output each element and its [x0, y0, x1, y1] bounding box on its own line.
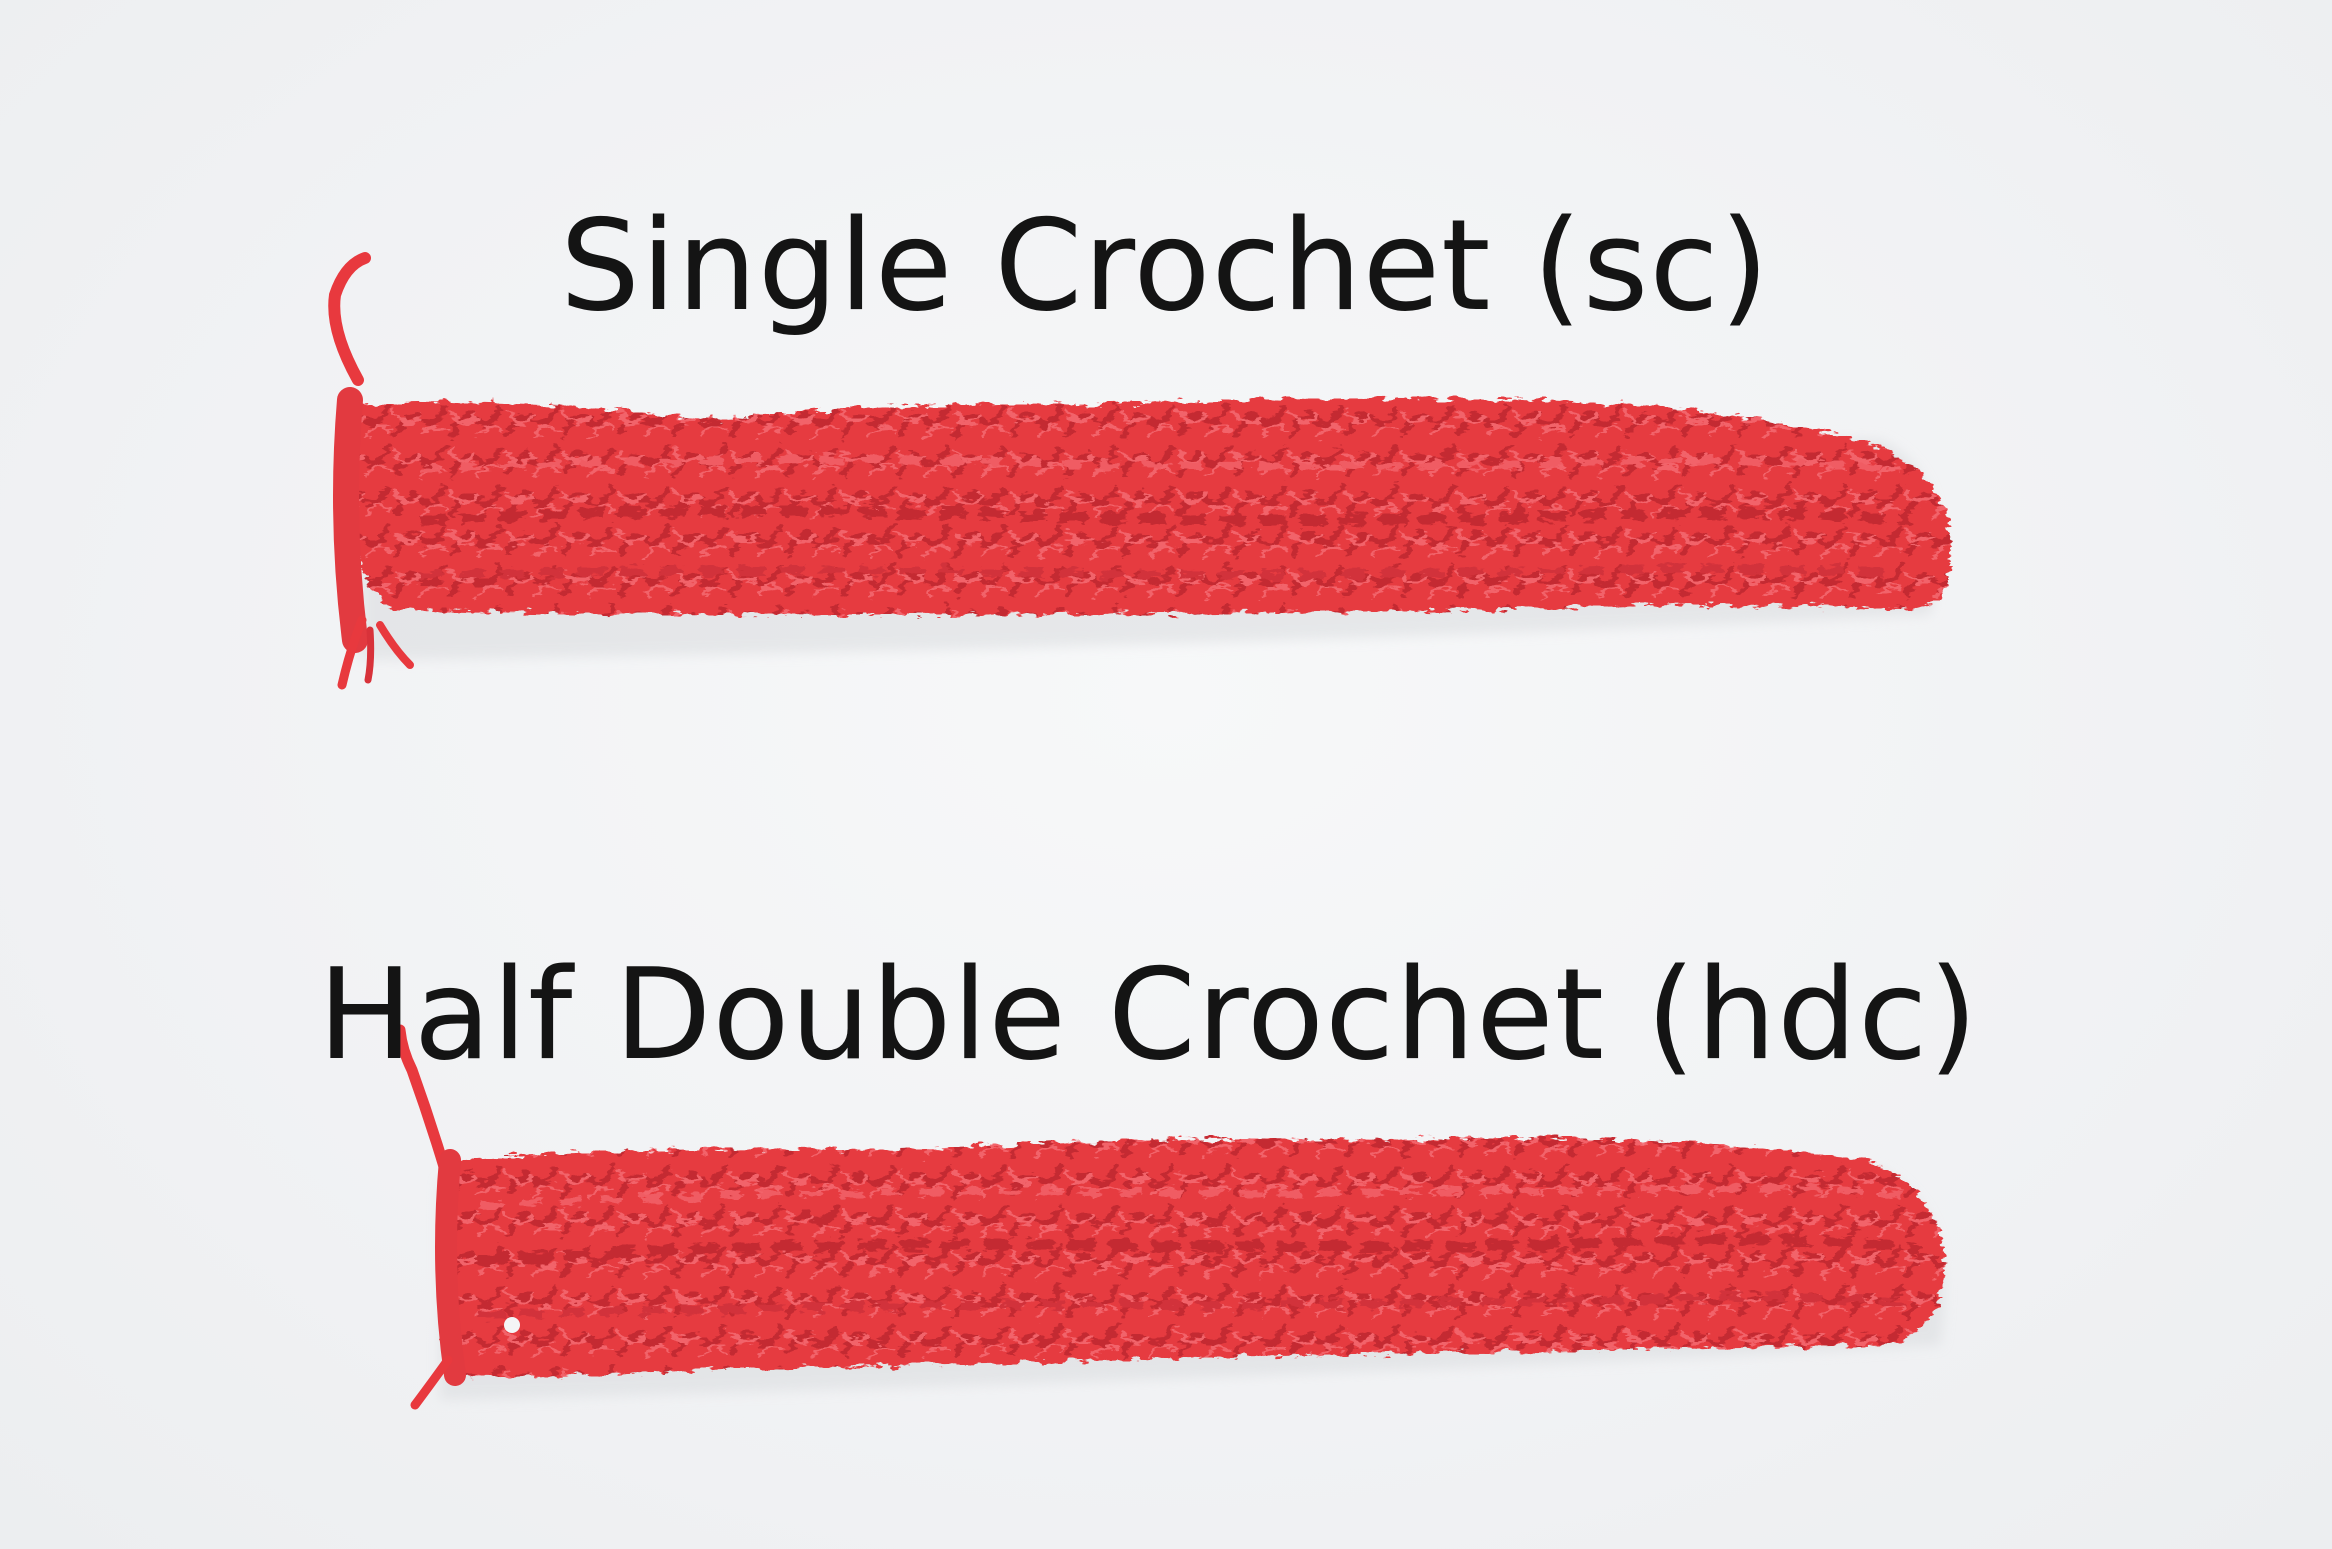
half-double-crochet-swatch: [394, 1024, 1946, 1410]
sc-yarn-tail: [328, 252, 414, 690]
hdc-yarn-tail: [394, 1024, 520, 1410]
single-crochet-swatch: [328, 252, 1951, 690]
sc-yarn-body: [350, 398, 1951, 615]
single-crochet-label: Single Crochet (sc): [560, 192, 1770, 339]
half-double-crochet-label: Half Double Crochet (hdc): [318, 941, 1979, 1088]
hdc-yarn-body: [438, 1137, 1946, 1377]
